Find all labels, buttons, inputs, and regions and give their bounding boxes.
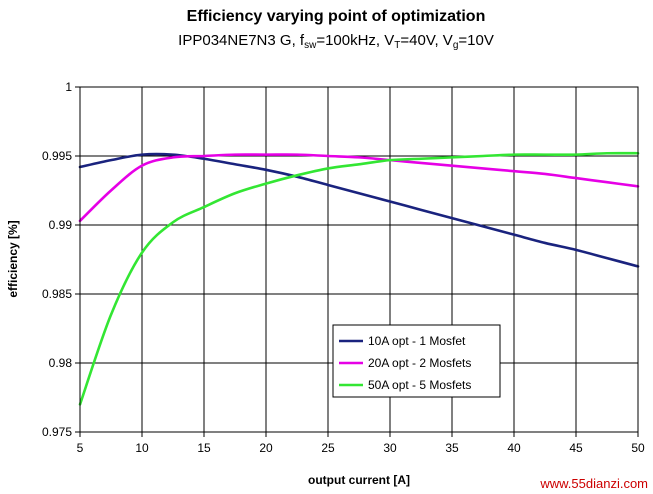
chart-subtitle: IPP034NE7N3 G, fsw=100kHz, VT=40V, Vg=10… bbox=[178, 32, 494, 51]
y-axis-label: efficiency [%] bbox=[6, 220, 20, 297]
x-tick-labels: 5 10 15 20 25 30 35 40 45 50 bbox=[77, 441, 645, 455]
y-tick-labels: 0.975 0.98 0.985 0.99 0.995 1 bbox=[42, 80, 72, 439]
subtitle-sub-sw: sw bbox=[304, 40, 317, 51]
legend-label-20a-opt: 20A opt - 2 Mosfets bbox=[368, 356, 471, 370]
y-tick-label: 0.985 bbox=[42, 287, 72, 301]
legend-label-10a-opt: 10A opt - 1 Mosfet bbox=[368, 334, 466, 348]
plot-area-border bbox=[79, 86, 639, 433]
y-tick-label: 0.975 bbox=[42, 425, 72, 439]
legend: 10A opt - 1 Mosfet 20A opt - 2 Mosfets 50A… bbox=[332, 324, 501, 398]
x-tick-label: 20 bbox=[259, 441, 273, 455]
x-axis-label: output current [A] bbox=[308, 473, 410, 487]
legend-label-50a-opt: 50A opt - 5 Mosfets bbox=[368, 378, 471, 392]
y-tick-label: 0.995 bbox=[42, 149, 72, 163]
x-tick-label: 5 bbox=[77, 441, 84, 455]
subtitle-mid2: =40V, V bbox=[400, 32, 452, 49]
series-lines bbox=[78, 151, 640, 406]
subtitle-prefix: IPP034NE7N3 G, f bbox=[178, 32, 305, 49]
x-tick-label: 10 bbox=[135, 441, 149, 455]
subtitle-suffix: =10V bbox=[458, 32, 493, 49]
x-tick-label: 30 bbox=[383, 441, 397, 455]
subtitle-sub-g: g bbox=[453, 40, 459, 51]
series-line-10a-opt bbox=[78, 152, 640, 268]
x-tick-label: 35 bbox=[445, 441, 459, 455]
y-tick-label: 0.99 bbox=[49, 218, 73, 232]
series-line-50a-opt bbox=[78, 151, 640, 406]
x-tick-label: 15 bbox=[197, 441, 211, 455]
y-tick-label: 0.98 bbox=[49, 356, 73, 370]
x-tick-label: 25 bbox=[321, 441, 335, 455]
subtitle-sub-t: T bbox=[394, 40, 400, 51]
subtitle-mid1: =100kHz, V bbox=[316, 32, 394, 49]
chart-title: Efficiency varying point of optimization bbox=[187, 8, 486, 25]
x-tick-label: 50 bbox=[631, 441, 645, 455]
x-tick-label: 45 bbox=[569, 441, 583, 455]
watermark-text: www.55dianzi.com bbox=[539, 476, 648, 491]
y-tick-label: 1 bbox=[65, 80, 72, 94]
series-line-20a-opt bbox=[78, 153, 640, 223]
x-tick-label: 40 bbox=[507, 441, 521, 455]
